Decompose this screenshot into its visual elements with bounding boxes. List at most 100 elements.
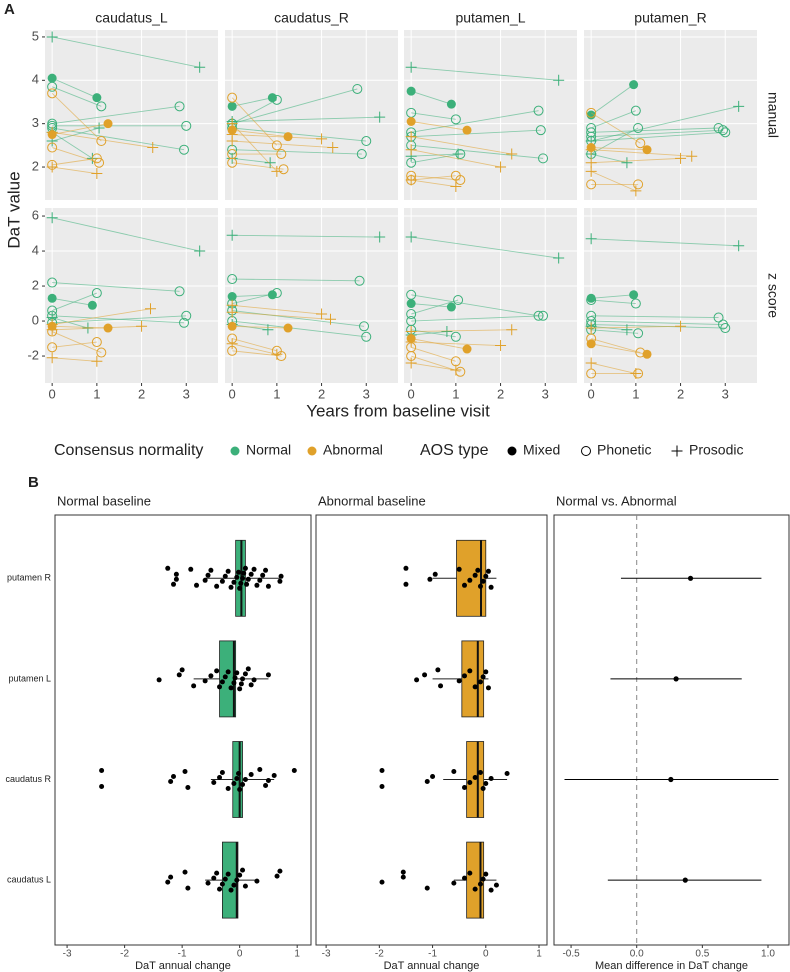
estimate-point: [673, 676, 679, 682]
point: [488, 776, 494, 781]
facet-panel: [404, 208, 577, 383]
point: [585, 165, 597, 177]
point: [403, 581, 409, 587]
point: [483, 669, 489, 675]
facet-column-label: caudatus_R: [274, 10, 349, 26]
x-tick-label: 0: [229, 386, 236, 401]
x-tick-label: 2: [677, 386, 684, 401]
point: [480, 674, 486, 680]
point: [226, 135, 238, 147]
point: [283, 132, 293, 142]
x-tick-label: 3: [183, 386, 190, 401]
point: [316, 133, 328, 145]
point: [147, 142, 159, 154]
point: [414, 677, 420, 683]
point: [585, 233, 597, 245]
point: [467, 870, 473, 876]
point: [185, 785, 191, 790]
point: [406, 157, 417, 168]
point: [227, 101, 237, 111]
trajectory-line: [52, 147, 100, 164]
point: [236, 771, 242, 776]
trajectory-line: [411, 179, 456, 188]
point: [165, 879, 171, 885]
point: [179, 667, 185, 673]
trajectory-line: [232, 343, 277, 355]
point: [227, 274, 238, 285]
category-label: caudatus L: [7, 874, 51, 884]
trajectory-line: [411, 329, 512, 332]
point: [46, 212, 58, 224]
point: [191, 683, 197, 689]
point: [228, 887, 234, 893]
point: [179, 144, 190, 155]
trajectory-line: [52, 282, 180, 292]
trajectory-line: [232, 134, 322, 140]
trajectory-line: [51, 77, 98, 99]
point: [467, 668, 473, 674]
facet-panel: [404, 30, 577, 200]
trajectory-line: [52, 105, 180, 125]
point: [47, 73, 57, 83]
point: [181, 310, 192, 321]
point: [422, 672, 428, 678]
point: [211, 780, 217, 785]
point: [586, 295, 597, 306]
point: [630, 298, 641, 309]
x-tick-label: -2: [120, 949, 129, 960]
point: [406, 299, 416, 309]
point: [472, 572, 478, 578]
trajectory-line: [52, 166, 97, 174]
point: [720, 323, 731, 334]
legend-label: Phonetic: [597, 442, 651, 458]
point: [733, 100, 745, 112]
point: [173, 571, 179, 577]
trajectory-line: [411, 341, 501, 346]
point: [257, 767, 263, 772]
point: [432, 571, 438, 577]
point: [225, 871, 231, 877]
point: [450, 181, 462, 193]
point: [263, 567, 269, 573]
point: [231, 680, 237, 686]
point: [265, 778, 271, 783]
point: [283, 323, 293, 333]
y-tick-label: 6: [32, 207, 39, 222]
x-tick-label: 1.0: [761, 949, 775, 960]
point: [483, 781, 489, 786]
point: [219, 578, 225, 584]
trajectory-line: [232, 320, 367, 338]
trajectory-line: [231, 123, 278, 172]
trajectory-line: [52, 217, 200, 252]
point: [222, 876, 228, 882]
point: [91, 288, 102, 299]
point: [227, 321, 237, 331]
point: [374, 111, 386, 123]
point: [480, 578, 486, 584]
point: [226, 338, 238, 350]
point: [245, 576, 251, 582]
point: [271, 288, 282, 299]
trajectory-line: [411, 299, 459, 315]
point: [214, 668, 220, 674]
point: [675, 320, 687, 332]
point: [103, 119, 113, 129]
point: [327, 142, 339, 154]
point: [405, 231, 417, 243]
trajectory-line: [232, 325, 289, 329]
point: [174, 101, 185, 112]
point: [47, 293, 57, 303]
category-label: caudatus R: [5, 774, 51, 784]
point: [228, 584, 234, 590]
point: [455, 149, 466, 160]
point: [46, 161, 58, 173]
trajectory-line: [591, 320, 724, 325]
point: [96, 347, 107, 358]
point: [475, 567, 481, 573]
point: [47, 277, 58, 288]
point: [262, 324, 274, 336]
subplot-frame: [54, 514, 312, 946]
point: [361, 136, 372, 147]
point: [205, 572, 211, 578]
trajectory-line: [51, 131, 93, 159]
